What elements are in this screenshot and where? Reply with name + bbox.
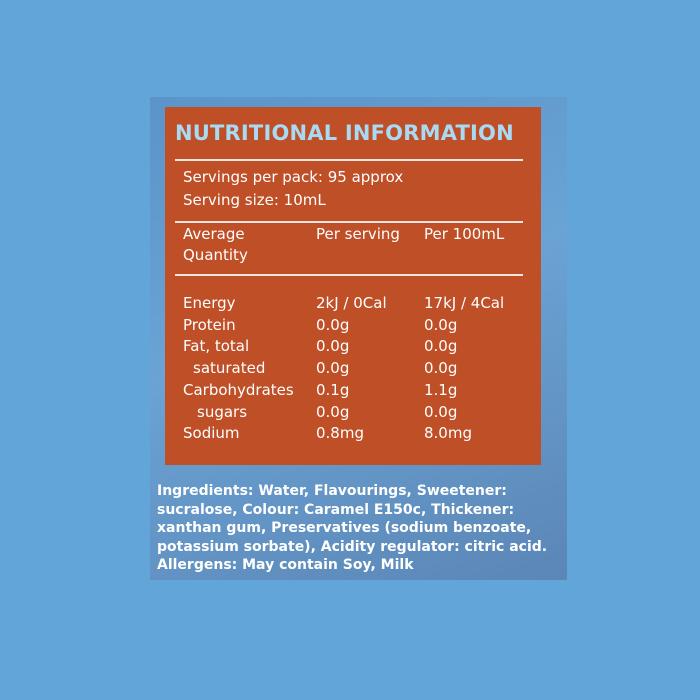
nutrient: Carbohydrates <box>183 380 294 399</box>
divider <box>175 221 523 223</box>
value: 0.0g <box>316 337 350 356</box>
value: 1.1g <box>424 380 458 399</box>
divider <box>175 159 523 161</box>
ingredients-line: potassium sorbate), Acidity regulator: c… <box>157 538 548 555</box>
value: 0.0g <box>316 402 350 421</box>
nutrient: Protein <box>183 315 236 334</box>
value: 8.0mg <box>424 424 472 443</box>
value: 2kJ / 0Cal <box>316 294 387 312</box>
ingredients-line: xanthan gum, Preservatives (sodium benzo… <box>157 520 532 536</box>
ingredients-line: sucralose, Colour: Caramel E150c, Thicke… <box>157 501 515 518</box>
column-header: Average <box>183 225 245 243</box>
nutrient: Sodium <box>183 424 240 443</box>
value: 0.8mg <box>316 424 364 443</box>
column-header: Per 100mL <box>424 225 505 243</box>
title: NUTRITIONAL INFORMATION <box>175 121 514 145</box>
label: NUTRITIONAL INFORMATION Servings per pac… <box>150 97 567 580</box>
nutrient: sugars <box>197 402 248 421</box>
value: 0.1g <box>316 380 350 399</box>
value: 0.0g <box>316 359 350 378</box>
value: 0.0g <box>424 337 458 356</box>
nutrient: saturated <box>193 359 266 378</box>
value: 0.0g <box>424 359 458 378</box>
servings: Servings per pack: 95 approx <box>183 168 404 186</box>
value: 0.0g <box>424 402 458 421</box>
value: 0.0g <box>424 315 458 334</box>
ingredients-line: Allergens: May contain Soy, Milk <box>157 557 414 573</box>
value: 17kJ / 4Cal <box>424 294 505 312</box>
nutrient: Fat, total <box>183 337 250 356</box>
nutrition-panel: NUTRITIONAL INFORMATION Servings per pac… <box>165 107 541 465</box>
column-header: Per serving <box>316 225 400 243</box>
value: 0.0g <box>316 315 350 334</box>
ingredients-line: Ingredients: Water, Flavourings, Sweeten… <box>157 483 507 499</box>
column-header: Quantity <box>183 246 248 264</box>
servings: Serving size: 10mL <box>183 191 326 209</box>
divider <box>175 274 523 276</box>
nutrient: Energy <box>183 294 236 312</box>
